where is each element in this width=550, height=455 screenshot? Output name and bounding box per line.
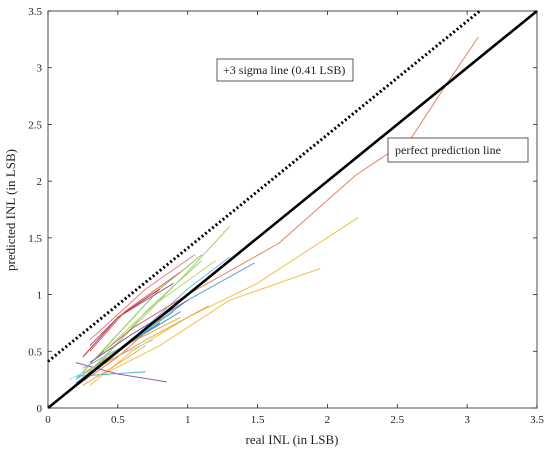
perfect-annotation-text: perfect prediction line <box>395 143 501 157</box>
sigma-annotation-box <box>216 58 354 82</box>
y-tick-label: 2.5 <box>28 119 42 131</box>
y-tick-label: 1 <box>37 290 43 302</box>
perfect-annotation: perfect prediction line <box>387 137 529 163</box>
series-line-2 <box>103 268 321 375</box>
y-tick-label: 3.5 <box>28 6 42 18</box>
y-tick-label: 0 <box>37 403 43 415</box>
axis-ticks: 0 0.5 1 1.5 2 2.5 3 3.5 0 0.5 1 1.5 2 2.5 3 3.5 <box>28 6 544 426</box>
series-line-20 <box>103 260 216 352</box>
series-line-0 <box>68 36 479 392</box>
y-axis-label: predicted INL (in LSB) <box>3 149 18 271</box>
y-tick-label: 3 <box>37 63 43 75</box>
sigma-annotation: +3 sigma line (0.41 LSB) <box>216 58 354 82</box>
series-line-19 <box>96 305 209 369</box>
x-axis-label: real INL (in LSB) <box>245 432 338 447</box>
y-tick-label: 0.5 <box>28 346 42 358</box>
y-tick-label: 1.5 <box>28 233 42 245</box>
series-line-22 <box>82 345 147 386</box>
series-line-13 <box>89 254 195 341</box>
reference-lines <box>47 9 538 410</box>
x-tick-label: 1.5 <box>251 414 265 426</box>
plot-frame <box>47 10 538 409</box>
y-tick-label: 2 <box>37 176 43 188</box>
x-tick-label: 1 <box>185 414 191 426</box>
x-tick-label: 3.5 <box>530 414 544 426</box>
series-line-4 <box>89 260 203 375</box>
perfect-annotation-box <box>387 137 529 163</box>
x-tick-label: 0.5 <box>111 414 125 426</box>
x-tick-label: 2.5 <box>390 414 404 426</box>
series-layer <box>68 36 479 392</box>
x-tick-label: 2 <box>325 414 331 426</box>
series-line-5 <box>75 254 203 380</box>
series-line-11 <box>89 271 181 352</box>
perfect-prediction-line <box>47 9 538 410</box>
x-tick-label: 3 <box>464 414 470 426</box>
sigma-annotation-text: +3 sigma line (0.41 LSB) <box>223 63 345 77</box>
x-tick-label: 0 <box>45 414 51 426</box>
series-line-21 <box>89 299 188 364</box>
series-line-12 <box>82 288 161 358</box>
